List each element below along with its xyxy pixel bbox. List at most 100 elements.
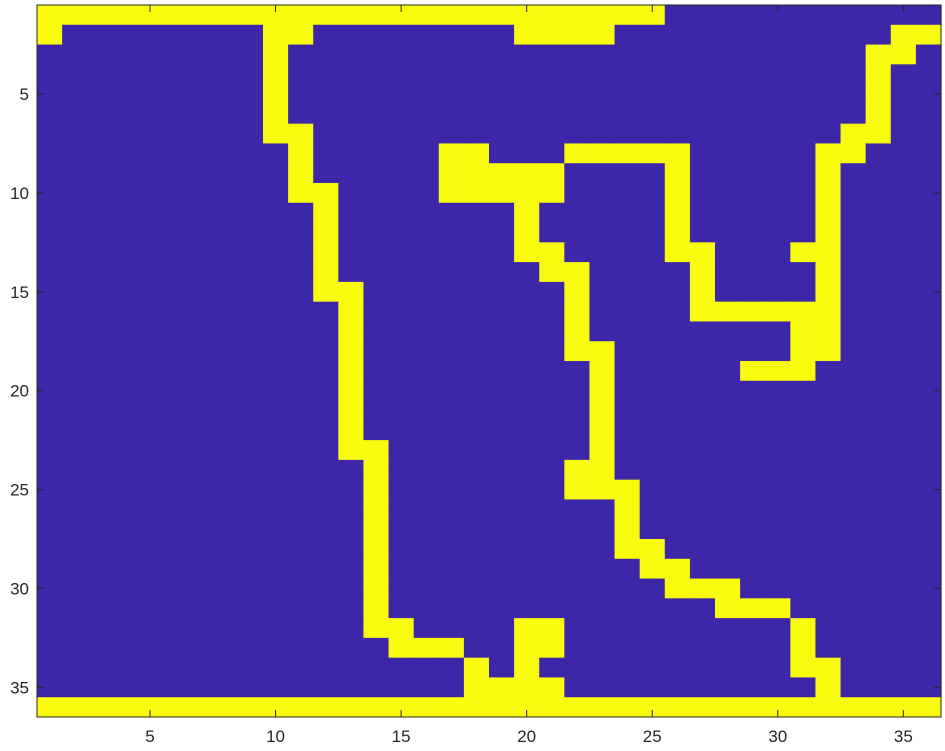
- heatmap-cell: [614, 637, 641, 659]
- heatmap-cell: [765, 479, 791, 501]
- heatmap-cell: [815, 202, 842, 224]
- heatmap-cell: [890, 301, 917, 323]
- y-tick-label: 5: [20, 85, 29, 104]
- heatmap-cell: [740, 697, 766, 718]
- heatmap-cell: [890, 64, 917, 85]
- heatmap-cell: [564, 519, 591, 540]
- heatmap-cell: [288, 519, 314, 540]
- heatmap-cell: [137, 301, 164, 323]
- heatmap-cell: [137, 578, 164, 599]
- heatmap-cell: [112, 578, 139, 599]
- heatmap-cell: [489, 677, 515, 698]
- heatmap-cell: [765, 301, 791, 323]
- heatmap-cell: [37, 558, 63, 580]
- heatmap-cell: [313, 281, 339, 303]
- x-tick-label: 10: [266, 727, 285, 746]
- heatmap-cell: [37, 5, 63, 26]
- heatmap-cell: [890, 222, 917, 243]
- heatmap-cell: [639, 677, 666, 698]
- heatmap-cell: [664, 5, 691, 26]
- heatmap-cell: [715, 24, 741, 46]
- heatmap-cell: [815, 321, 842, 342]
- heatmap-cell: [212, 242, 239, 263]
- heatmap-cell: [815, 499, 842, 520]
- heatmap-cell: [87, 637, 113, 659]
- heatmap-cell: [438, 598, 465, 619]
- heatmap-cell: [413, 163, 440, 184]
- heatmap-cell: [614, 242, 641, 263]
- heatmap-cell: [263, 163, 289, 184]
- heatmap-cell: [263, 637, 289, 659]
- heatmap-cell: [865, 440, 892, 461]
- heatmap-cell: [338, 519, 365, 540]
- heatmap-cell: [664, 262, 691, 283]
- heatmap-cell: [589, 242, 616, 263]
- heatmap-cell: [212, 84, 239, 105]
- heatmap-cell: [413, 499, 440, 520]
- heatmap-cell: [489, 578, 515, 599]
- heatmap-cell: [237, 479, 264, 501]
- heatmap-cell: [187, 420, 214, 441]
- heatmap-cell: [62, 123, 88, 145]
- heatmap-cell: [237, 677, 264, 698]
- heatmap-cell: [715, 103, 741, 125]
- heatmap-cell: [413, 321, 440, 342]
- heatmap-cell: [715, 143, 741, 164]
- heatmap-cell: [388, 183, 415, 204]
- heatmap-cell: [137, 459, 164, 481]
- heatmap-cell: [338, 400, 365, 421]
- heatmap-cell: [463, 84, 490, 105]
- heatmap-cell: [514, 519, 540, 540]
- heatmap-cell: [463, 24, 490, 46]
- heatmap-cell: [288, 598, 314, 619]
- heatmap-cell: [313, 163, 339, 184]
- heatmap-cell: [689, 281, 716, 303]
- heatmap-cell: [865, 222, 892, 243]
- heatmap-cell: [815, 618, 842, 639]
- heatmap-cell: [162, 637, 189, 659]
- heatmap-cell: [815, 697, 842, 718]
- heatmap-cell: [489, 24, 515, 46]
- heatmap-cell: [765, 84, 791, 105]
- heatmap-cell: [388, 657, 415, 679]
- heatmap-cell: [388, 459, 415, 481]
- heatmap-cell: [137, 321, 164, 342]
- heatmap-cell: [37, 24, 63, 46]
- heatmap-cell: [288, 637, 314, 659]
- heatmap-cell: [212, 539, 239, 560]
- heatmap-cell: [840, 618, 867, 639]
- heatmap-cell: [187, 519, 214, 540]
- heatmap-cell: [664, 202, 691, 224]
- heatmap-cell: [137, 697, 164, 718]
- heatmap-cell: [664, 341, 691, 362]
- heatmap-cell: [489, 539, 515, 560]
- heatmap-cell: [614, 5, 641, 26]
- heatmap-cell: [514, 341, 540, 362]
- heatmap-cell: [740, 440, 766, 461]
- heatmap-cell: [388, 380, 415, 402]
- heatmap-cell: [237, 657, 264, 679]
- heatmap-cell: [37, 301, 63, 323]
- heatmap-cell: [237, 558, 264, 580]
- heatmap-cell: [740, 281, 766, 303]
- heatmap-cell: [915, 677, 942, 698]
- heatmap-cell: [539, 380, 565, 402]
- heatmap-cell: [263, 400, 289, 421]
- heatmap-cell: [664, 677, 691, 698]
- heatmap-cell: [539, 420, 565, 441]
- heatmap-cell: [740, 657, 766, 679]
- heatmap-cell: [263, 5, 289, 26]
- heatmap-cell: [438, 163, 465, 184]
- heatmap-cell: [112, 103, 139, 125]
- heatmap-cell: [338, 24, 365, 46]
- heatmap-cell: [790, 420, 817, 441]
- heatmap-cell: [765, 262, 791, 283]
- heatmap-cell: [288, 420, 314, 441]
- heatmap-cell: [162, 242, 189, 263]
- heatmap-cell: [338, 202, 365, 224]
- heatmap-cell: [865, 499, 892, 520]
- heatmap-cell: [564, 539, 591, 560]
- heatmap-cell: [87, 301, 113, 323]
- heatmap-cell: [87, 697, 113, 718]
- heatmap-cell: [915, 64, 942, 85]
